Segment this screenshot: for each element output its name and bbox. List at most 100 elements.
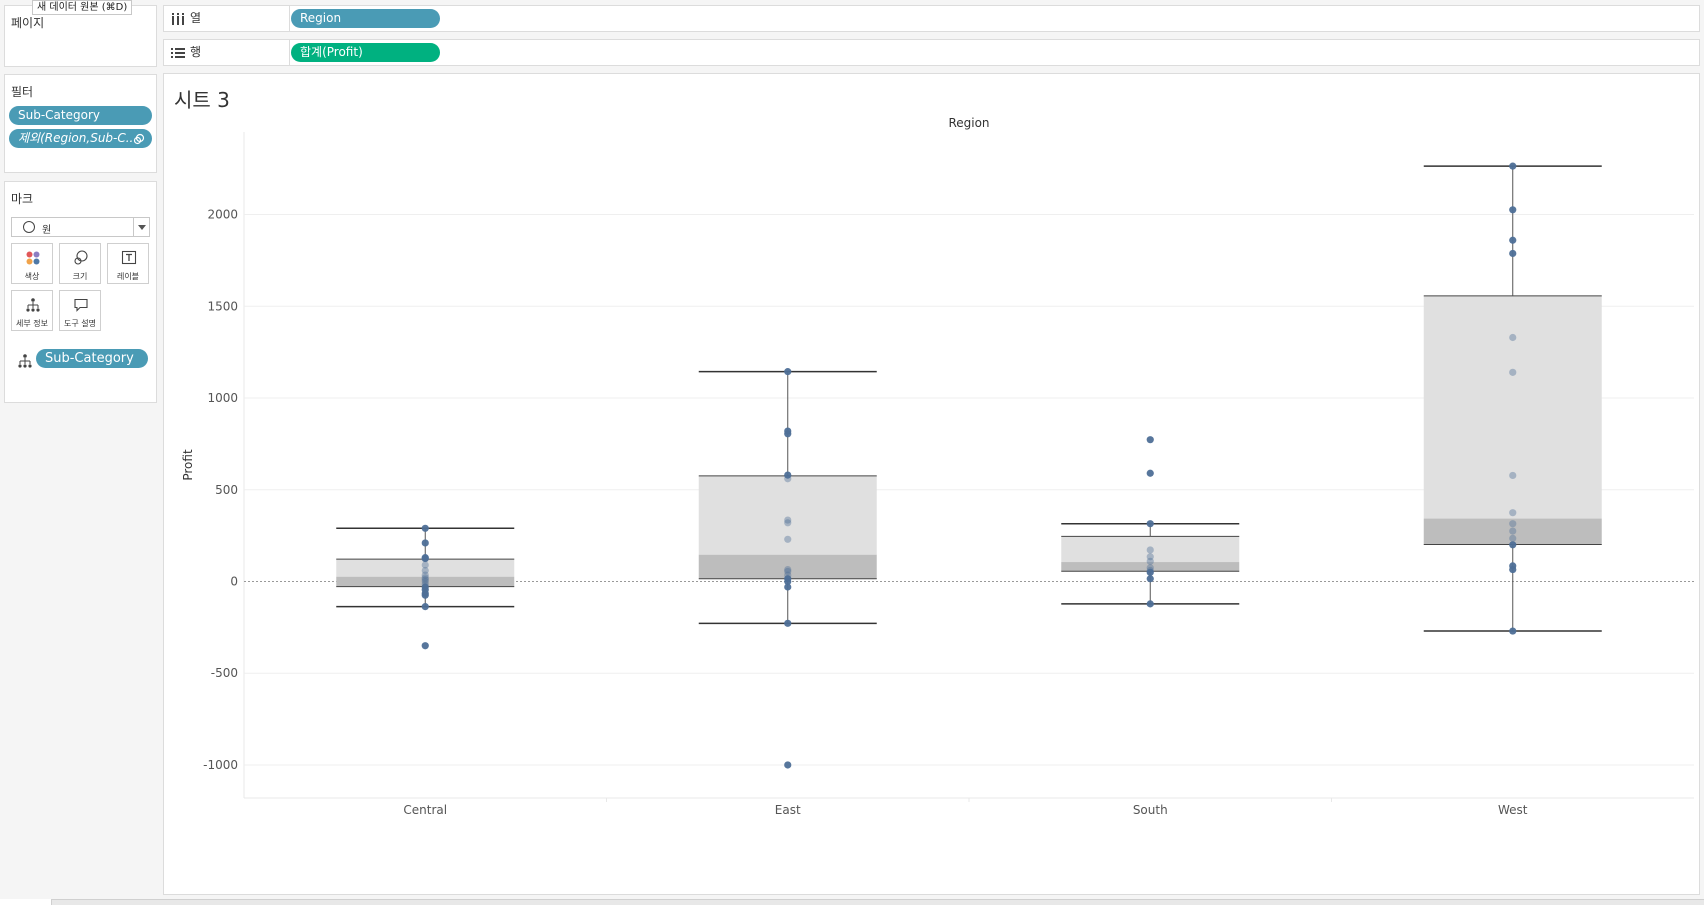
label-button[interactable]: 레이블: [107, 243, 149, 284]
tooltip-button-label: 도구 설명: [64, 319, 96, 328]
data-point-east: [784, 430, 792, 438]
detail-pill-sub-category[interactable]: Sub-Category: [36, 349, 148, 368]
data-point-central: [421, 554, 429, 563]
data-point-west: [1509, 236, 1517, 244]
data-point-west: [1509, 534, 1517, 542]
data-point-east: [784, 577, 792, 586]
data-point-west: [1509, 162, 1517, 170]
circle-mark-icon: [23, 221, 35, 233]
x-tick-label: West: [1498, 803, 1528, 817]
rows-shelf-label: 행: [164, 40, 290, 65]
data-point-east: [784, 619, 792, 627]
data-point-south: [1146, 520, 1154, 528]
data-point-central: [421, 566, 429, 575]
rows-shelf[interactable]: 행 합계(Profit): [163, 39, 1700, 66]
y-tick-label: 0: [230, 575, 238, 589]
columns-shelf-label: 열: [164, 6, 290, 31]
data-point-central: [421, 642, 429, 650]
size-button-label: 크기: [72, 272, 88, 281]
data-point-west: [1509, 333, 1517, 342]
column-header-title: Region: [948, 116, 989, 130]
box-plot-chart[interactable]: 2000 1500 1000 500 0 -500 -1000 Region Profit Cen…: [164, 74, 1699, 894]
sheet-title: 시트 3: [174, 88, 230, 112]
data-point-central: [421, 524, 429, 532]
data-point-south: [1146, 600, 1154, 608]
size-button[interactable]: 크기: [59, 243, 101, 284]
x-tick-label: Central: [403, 803, 447, 817]
sheet-tab-bar: [0, 899, 1704, 905]
worksheet-canvas[interactable]: 시트 3 2000 1500 1000 500 0 -500 -1000 Region Prof…: [163, 73, 1700, 895]
data-point-south: [1146, 575, 1154, 583]
label-icon: [121, 250, 137, 265]
rows-shelf-text: 행: [190, 45, 202, 59]
rows-icon: [171, 48, 185, 58]
detail-icon: [26, 298, 40, 312]
tooltip-button[interactable]: 도구 설명: [59, 290, 101, 331]
chevron-down-icon[interactable]: [133, 218, 149, 236]
data-point-south: [1146, 469, 1154, 477]
filters-card[interactable]: 필터 Sub-Category 제외(Region,Sub-C..: [4, 74, 157, 173]
data-point-south: [1146, 546, 1154, 554]
data-point-west: [1509, 520, 1517, 528]
data-point-south: [1146, 568, 1154, 576]
data-point-central: [421, 603, 429, 611]
marks-card: 마크 원 색상 크기 레: [4, 181, 157, 403]
data-point-west: [1509, 541, 1517, 549]
link-icon: [133, 133, 145, 145]
data-point-south: [1146, 553, 1154, 561]
box-lower-east: [698, 554, 877, 579]
rows-pill-sum-profit[interactable]: 합계(Profit): [291, 43, 440, 62]
detail-field-icon: [18, 354, 32, 368]
data-point-west: [1509, 368, 1517, 376]
data-point-east: [784, 516, 792, 524]
data-point-east: [784, 583, 792, 591]
columns-shelf[interactable]: 열 Region: [163, 5, 1700, 32]
data-point-west: [1509, 471, 1517, 480]
pages-card-title: 페이지: [11, 16, 45, 30]
columns-shelf-text: 열: [190, 11, 202, 25]
new-data-source-tooltip: 새 데이터 원본 (⌘D): [32, 0, 133, 15]
data-point-east: [784, 535, 792, 543]
color-icon: [26, 251, 40, 265]
data-point-west: [1509, 509, 1517, 517]
data-point-east: [784, 761, 792, 769]
data-point-south: [1146, 557, 1154, 565]
x-tick-label: East: [775, 803, 801, 817]
data-point-west: [1509, 249, 1517, 258]
filter-pill-sub-category[interactable]: Sub-Category: [9, 106, 152, 125]
detail-button[interactable]: 세부 정보: [11, 290, 53, 331]
size-icon: [74, 250, 88, 265]
y-axis-title: Profit: [181, 449, 195, 481]
mark-type-label: 원: [42, 225, 52, 236]
columns-pill-region[interactable]: Region: [291, 9, 440, 28]
box-upper-east: [698, 475, 877, 555]
y-tick-label: 500: [215, 483, 238, 497]
pages-card[interactable]: 페이지: [4, 5, 157, 67]
filter-pill-exclude-label: 제외(Region,Sub-C..: [18, 131, 134, 145]
mark-type-dropdown[interactable]: 원: [11, 217, 150, 237]
tooltip-icon: [74, 298, 88, 312]
data-point-west: [1509, 627, 1517, 635]
data-point-central: [421, 539, 429, 547]
data-point-east: [784, 475, 792, 483]
marks-card-title: 마크: [11, 192, 34, 206]
filters-card-title: 필터: [11, 85, 34, 99]
columns-icon: [172, 13, 184, 25]
data-point-west: [1509, 527, 1517, 535]
data-point-central: [421, 571, 429, 579]
color-button-label: 색상: [24, 272, 40, 281]
data-point-central: [421, 561, 429, 569]
data-point-south: [1146, 436, 1154, 444]
y-tick-label: -500: [211, 666, 238, 680]
data-point-west: [1509, 565, 1517, 574]
data-point-east: [784, 368, 792, 376]
data-point-east: [784, 565, 792, 574]
y-tick-label: -1000: [203, 758, 238, 772]
box-upper-central: [336, 559, 515, 577]
sheet-tab[interactable]: [0, 899, 52, 905]
data-point-central: [421, 577, 429, 586]
detail-button-label: 세부 정보: [16, 319, 48, 328]
filter-pill-exclude-region[interactable]: 제외(Region,Sub-C..: [9, 129, 152, 148]
color-button[interactable]: 색상: [11, 243, 53, 284]
